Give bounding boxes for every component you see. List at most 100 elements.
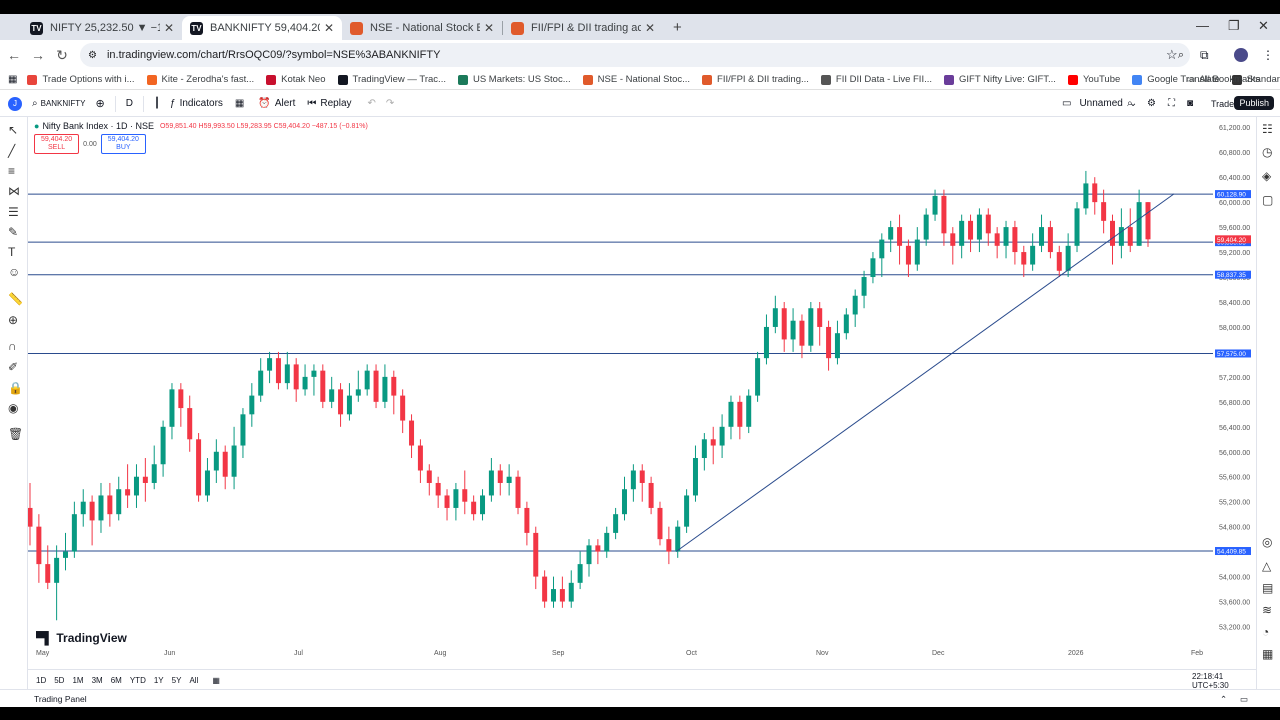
legend-title[interactable]: Nifty Bank Index · 1D · NSE [42, 121, 154, 131]
chat-icon[interactable]: ▢ [1262, 193, 1274, 207]
fib-icon[interactable]: ☰ [8, 205, 19, 219]
pattern-icon[interactable]: ⋈ [8, 184, 20, 198]
redo-icon[interactable]: ↷ [385, 98, 395, 109]
range-button[interactable]: 5D [54, 676, 65, 685]
eye-icon[interactable]: ◉ [8, 401, 19, 415]
browser-tab[interactable]: TV NIFTY 25,232.50 ▼ −1.38% Un✕ [22, 16, 182, 40]
bookmark-item[interactable]: Google Translate [1132, 74, 1220, 85]
forward-icon[interactable]: → [31, 47, 45, 63]
bookmark-item[interactable]: FII DII Data - Live FII... [820, 74, 932, 85]
avatar[interactable]: J [8, 96, 22, 111]
replay-button[interactable]: ⏮ Replay [307, 98, 351, 109]
range-button[interactable]: 3M [91, 676, 103, 685]
alert-button[interactable]: ⏰ Alert [258, 98, 295, 109]
bookmark-item[interactable]: US Markets: US Stoc... [457, 74, 571, 85]
trade-button[interactable]: Trade [1211, 98, 1235, 109]
expand-panel-icon[interactable]: ⌃ [1220, 694, 1228, 704]
range-button[interactable]: 1M [72, 676, 84, 685]
price-chart[interactable]: 53,200.0053,600.0054,000.0054,400.0054,8… [28, 117, 1256, 669]
browser-menu-icon[interactable]: ⋮ [1262, 48, 1274, 62]
cursor-icon[interactable]: ↖ [8, 123, 19, 137]
feed-icon[interactable]: ≋ [1262, 603, 1273, 617]
browser-tab[interactable]: TV BANKNIFTY 59,404.20 ▼ −0.81✕ [182, 16, 342, 40]
layers-icon[interactable]: ◈ [1262, 169, 1272, 183]
brush-icon[interactable]: ✎ [8, 225, 19, 239]
calendar-icon[interactable]: ▤ [1262, 581, 1274, 595]
range-button[interactable]: 5Y [171, 676, 182, 685]
tab-title: NIFTY 25,232.50 ▼ −1.38% Un [50, 22, 160, 34]
magnet-icon[interactable]: ∩ [8, 339, 17, 353]
indicators-button[interactable]: ƒ Indicators [170, 98, 223, 109]
ruler-icon[interactable]: 📏 [8, 292, 23, 306]
bookmark-item[interactable]: Kite - Zerodha's fast... [146, 74, 254, 85]
range-button[interactable]: YTD [129, 676, 146, 685]
zoom-icon[interactable]: ⌕ [1177, 48, 1184, 61]
trading-panel-label[interactable]: Trading Panel [34, 694, 87, 704]
snapshot-icon[interactable]: ◙ [1187, 98, 1194, 109]
bell-icon[interactable]: ◔ [1262, 625, 1270, 639]
profile-avatar[interactable] [1234, 48, 1248, 62]
extensions-icon[interactable]: ⧉ [1200, 47, 1209, 62]
range-button[interactable]: 6M [110, 676, 122, 685]
ideas-icon[interactable]: △ [1262, 559, 1272, 573]
minimize-icon[interactable]: — [1196, 18, 1209, 33]
bookmark-item[interactable]: TradingView — Trac... [337, 74, 446, 85]
zoom-in-icon[interactable]: ⊕ [8, 313, 19, 327]
goto-date-icon[interactable]: ▦ [212, 676, 220, 685]
range-button[interactable]: 1Y [153, 676, 164, 685]
site-info-icon[interactable]: ⚙ [88, 49, 97, 61]
bookmark-star-icon[interactable]: ☆ [1166, 47, 1178, 62]
maximize-panel-icon[interactable]: ▭ [1240, 694, 1249, 704]
trash-icon[interactable]: 🗑 [8, 427, 24, 441]
close-tab-icon[interactable]: ✕ [323, 21, 334, 35]
templates-icon[interactable]: ▦ [234, 98, 245, 109]
trendline-icon[interactable]: ╱ [8, 144, 16, 158]
symbol-search[interactable]: ⌕ BANKNIFTY [32, 98, 86, 109]
help-icon[interactable]: ▦ [1262, 647, 1274, 661]
undo-icon[interactable]: ↶ [367, 98, 376, 109]
text-icon[interactable]: T [8, 245, 16, 259]
settings-icon[interactable]: ⚙ [1147, 98, 1156, 109]
alerts-clock-icon[interactable]: ◷ [1262, 145, 1273, 159]
interval-button[interactable]: D [125, 98, 133, 109]
layout-button[interactable]: ▭ Unnamed ⌄ [1062, 98, 1137, 109]
new-tab-button[interactable]: + [673, 19, 682, 36]
stay-drawing-icon[interactable]: ✐ [8, 360, 19, 374]
legend-collapse-icon[interactable]: ● [34, 121, 40, 131]
bookmark-item[interactable]: YouTube [1067, 74, 1120, 85]
close-tab-icon[interactable]: ✕ [644, 21, 655, 35]
bookmark-item[interactable]: NSE - National Stoc... [582, 74, 690, 85]
range-button[interactable]: All [189, 676, 199, 685]
candles-icon[interactable]: ┃ [153, 98, 160, 109]
watchlist-icon[interactable]: ☷ [1262, 122, 1273, 136]
browser-tab[interactable]: FII/FPI & DII trading activity on✕ [503, 16, 663, 40]
all-bookmarks[interactable]: ▭ All Bookmarks [1186, 74, 1260, 85]
apps-icon[interactable]: ▦ [8, 74, 18, 85]
window-close-icon[interactable]: ✕ [1258, 18, 1269, 33]
url-field[interactable]: ⚙ in.tradingview.com/chart/RrsOQC09/?sym… [80, 43, 1190, 67]
lines-icon[interactable]: ≡ [8, 164, 16, 178]
reload-icon[interactable]: ↻ [56, 46, 68, 63]
bookmark-item[interactable]: Standard Chartered... [1231, 74, 1280, 85]
bookmark-item[interactable]: Kotak Neo [266, 74, 326, 85]
chart-toolbar: J ⌕ BANKNIFTY ⊕ D ┃ ƒ Indicators ▦ ⏰ Alert … [0, 91, 1280, 117]
maximize-icon[interactable]: ❐ [1228, 18, 1240, 33]
buy-button[interactable]: 59,404.20 BUY [100, 134, 146, 154]
quick-search-icon[interactable]: ⌕ [1127, 98, 1133, 109]
bookmark-item[interactable]: GIFT Nifty Live: GIFT... [944, 74, 1056, 85]
close-tab-icon[interactable]: ✕ [163, 21, 174, 35]
browser-tab[interactable]: NSE - National Stock Exchange✕ [342, 16, 502, 40]
sell-button[interactable]: 59,404.20 SELL [34, 134, 80, 154]
publish-button[interactable]: Publish [1234, 96, 1274, 110]
range-button[interactable]: 1D [36, 676, 47, 685]
lock-icon[interactable]: 🔒 [8, 381, 23, 395]
bookmark-item[interactable]: Trade Options with i... [27, 74, 135, 85]
emoji-icon[interactable]: ☺ [8, 265, 21, 279]
back-icon[interactable]: ← [7, 47, 21, 63]
fullscreen-icon[interactable]: ⛶ [1168, 98, 1175, 109]
compare-icon[interactable]: ⊕ [95, 98, 105, 110]
target-icon[interactable]: ◎ [1262, 535, 1273, 549]
close-tab-icon[interactable]: ✕ [483, 21, 494, 35]
bookmark-item[interactable]: FII/FPI & DII trading... [702, 74, 809, 85]
clock[interactable]: 22:18:41 UTC+5:30 [1192, 671, 1229, 690]
